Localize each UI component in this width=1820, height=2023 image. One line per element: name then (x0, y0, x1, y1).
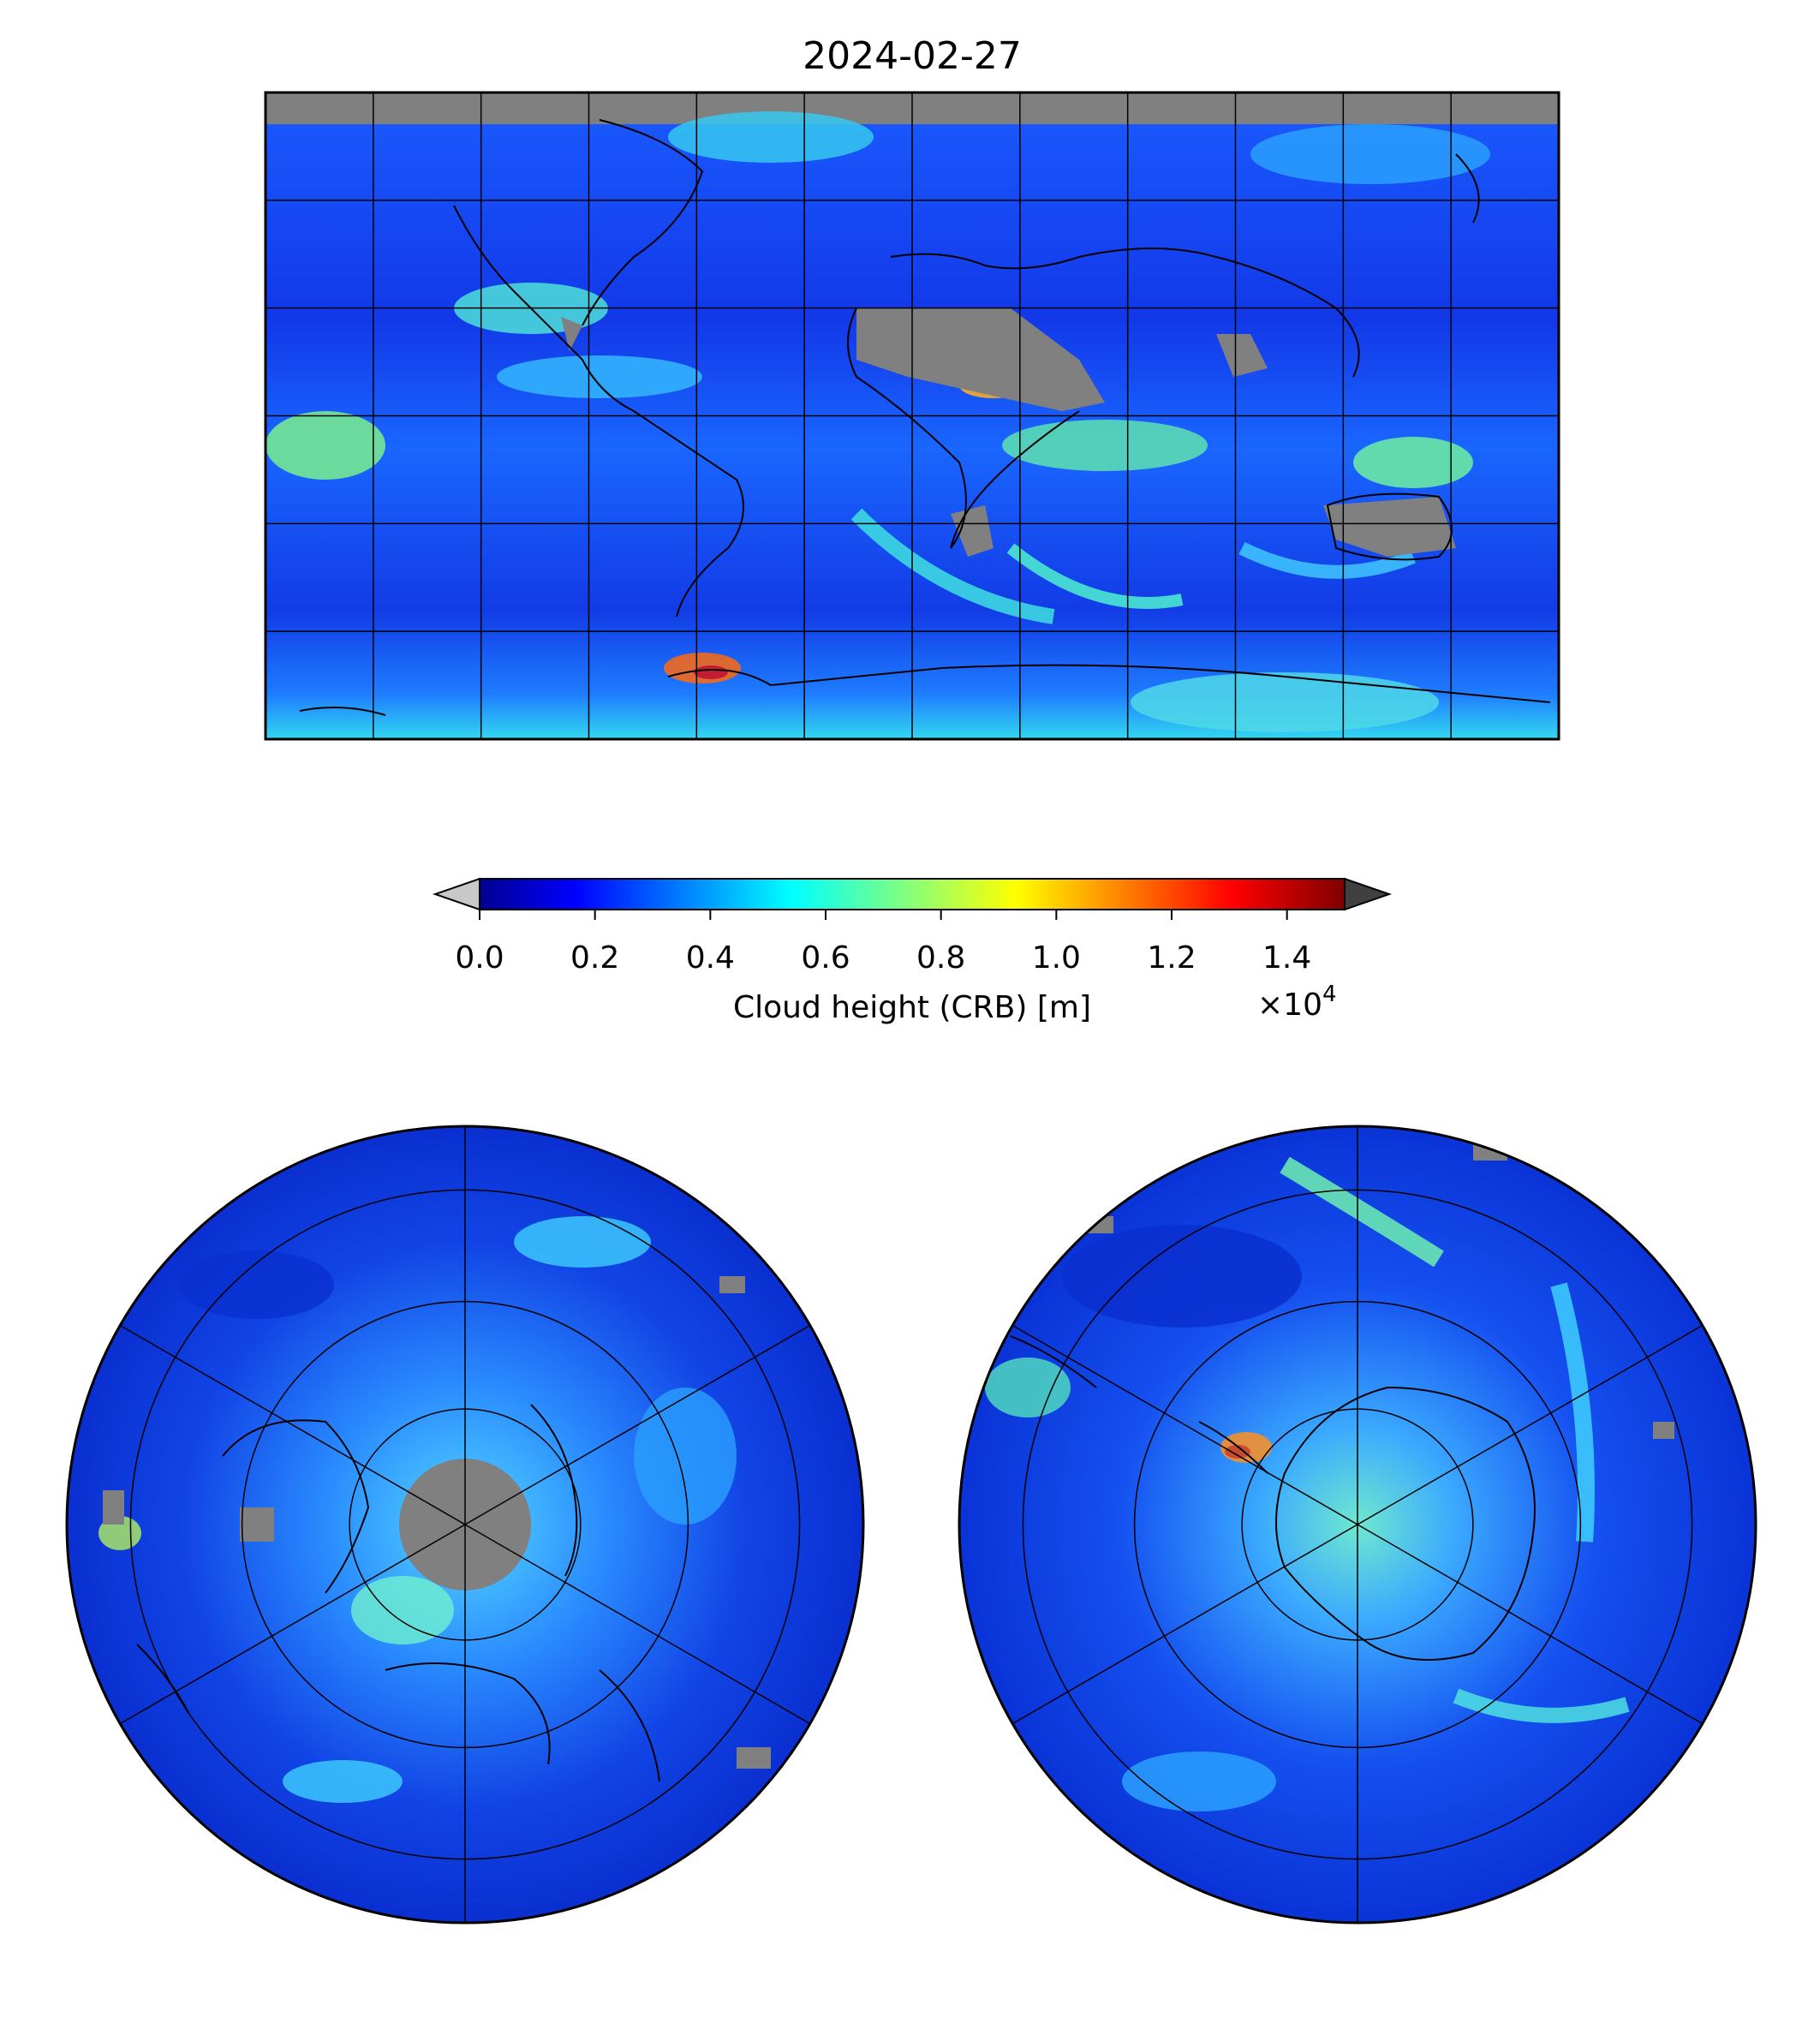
missing-data-regions (561, 308, 1456, 557)
north-coastlines (136, 1404, 660, 1782)
colorbar-tick-label: 0.0 (455, 940, 504, 976)
meridian-line (1011, 1324, 1358, 1525)
colorbar-tick-label: 1.2 (1147, 940, 1196, 976)
colorbar-label: Cloud height (CRB) [m] (733, 990, 1091, 1025)
north-cloud-features (98, 1216, 737, 1803)
colorbar: 0.0 0.2 0.4 0.6 0.8 1.0 1.2 1.4 Cloud height (C… (432, 877, 1393, 1025)
south-coastlines (1010, 1335, 1536, 1661)
south-cloud-features (985, 1156, 1630, 1811)
antarctica-coastline (1275, 1386, 1536, 1661)
colorbar-ticks: 0.0 0.2 0.4 0.6 0.8 1.0 1.2 1.4 (455, 910, 1311, 976)
north-polar-border (65, 1125, 865, 1925)
meridian-line (464, 1324, 811, 1525)
meridian-line (1357, 1524, 1704, 1725)
meridian-line (1357, 1324, 1704, 1525)
colorbar-tick-label: 0.4 (686, 940, 735, 976)
graticule (266, 92, 1559, 739)
colorbar-tick-label: 0.6 (801, 940, 850, 976)
south-graticule (1011, 1126, 1704, 1923)
colorbar-tick-label: 0.2 (570, 940, 619, 976)
colorbar-tick-label: 0.8 (916, 940, 965, 976)
plot-title: 2024-02-27 (803, 34, 1022, 78)
north-graticule (119, 1126, 811, 1923)
global-map (266, 92, 1559, 739)
south-polar-map (959, 1126, 1756, 1923)
meridian-line (119, 1524, 466, 1725)
colorbar-under-extension (432, 877, 480, 911)
colorbar-frame (479, 878, 1346, 910)
north-polar-map (67, 1126, 863, 1923)
meridian-line (1011, 1524, 1358, 1725)
south-polar-border (958, 1125, 1757, 1925)
global-map-border (264, 91, 1560, 741)
colorbar-multiplier-base: ×10 (1257, 988, 1322, 1023)
colorbar-multiplier: ×104 (1257, 982, 1337, 1023)
colorbar-tick-label: 1.0 (1032, 940, 1081, 976)
meridian-line (119, 1324, 466, 1525)
colorbar-multiplier-exponent: 4 (1322, 982, 1337, 1007)
colorbar-tick-label: 1.4 (1262, 940, 1311, 976)
colorbar-gradient (480, 879, 1345, 910)
meridian-line (464, 1524, 811, 1725)
colorbar-over-extension (1344, 877, 1393, 911)
